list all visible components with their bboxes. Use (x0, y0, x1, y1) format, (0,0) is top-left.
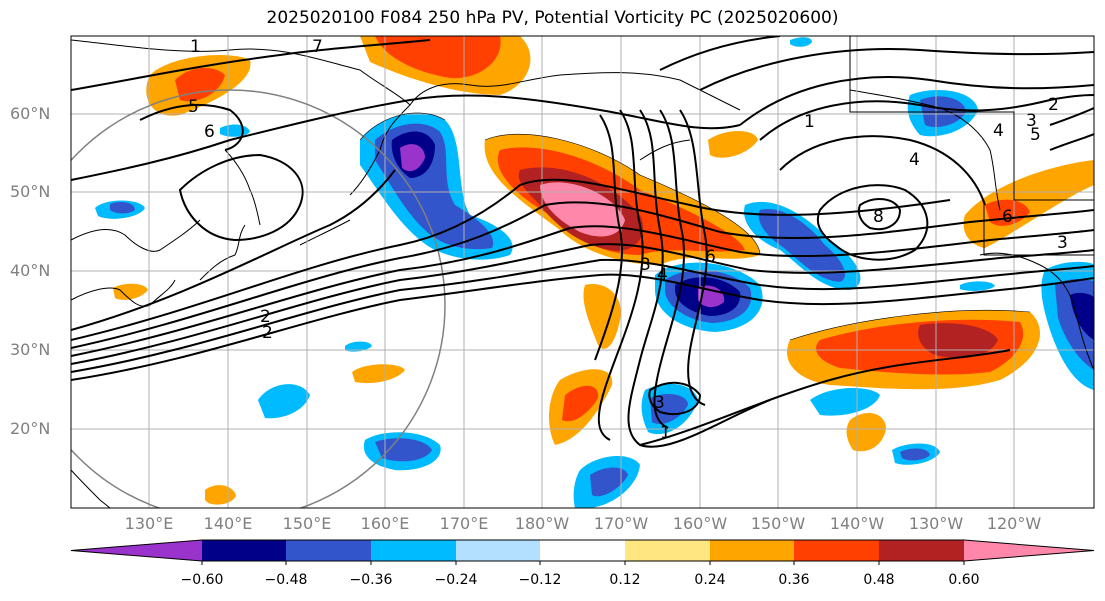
lon-label: 150°E (282, 514, 332, 533)
contour-labels: 1 7 5 6 2 2 3 4 6 1 2 3 4 5 8 6 3 4 3 1 (188, 37, 1068, 443)
positive-anomaly-region (375, 36, 501, 79)
negative-anomaly-region (650, 394, 688, 425)
lon-label: 170°W (593, 514, 649, 533)
contour-label: 7 (312, 37, 323, 57)
colorbar-tick-label: −0.60 (180, 572, 224, 588)
negative-anomaly-region (810, 388, 880, 416)
positive-anomaly-region (352, 364, 405, 384)
contour-label: 3 (654, 393, 665, 413)
contour-label: 4 (993, 121, 1004, 141)
negative-anomaly-region (110, 202, 135, 214)
lon-label: 150°W (750, 514, 806, 533)
colorbar-cell (710, 540, 794, 561)
contour-label: 1 (660, 423, 671, 443)
lon-label: 120°W (986, 514, 1042, 533)
lat-label: 60°N (10, 104, 51, 123)
positive-anomaly-region (175, 68, 225, 102)
contour-label: 8 (873, 207, 884, 227)
colorbar-tick-label: 0.12 (609, 572, 641, 588)
positive-anomaly-region (963, 160, 1094, 248)
lon-label: 160°W (672, 514, 728, 533)
map-title-text: 2025020100 F084 250 hPa PV, Potential Vo… (266, 8, 839, 28)
contour-label: 2 (262, 323, 273, 343)
region-boxes (849, 36, 1094, 256)
colorbar-cell (964, 540, 1094, 561)
negative-anomaly-region (1070, 292, 1094, 340)
colorbar-cell (625, 540, 710, 561)
negative-anomaly-region (258, 384, 310, 419)
positive-anomaly-region (918, 323, 998, 359)
colorbar-cell (456, 540, 540, 561)
lon-label: 130°E (124, 514, 174, 533)
contour-label: 3 (640, 255, 651, 275)
colorbar-tick-label: 0.24 (694, 572, 726, 588)
colorbar-cell (794, 540, 879, 561)
anomaly-edges (359, 112, 1031, 341)
positive-anomaly-region (583, 284, 621, 349)
lon-label: 180°W (514, 514, 570, 533)
contour-label: 1 (190, 37, 201, 57)
colorbar-cell (879, 540, 964, 561)
contour-label: 2 (1048, 95, 1059, 115)
negative-anomaly-region (790, 37, 812, 47)
lat-label: 30°N (10, 340, 51, 359)
colorbar-cell (371, 540, 456, 561)
contour-label: 5 (1030, 125, 1041, 145)
lon-label: 170°E (439, 514, 489, 533)
contour-label: 5 (188, 97, 199, 117)
positive-anomaly-region (846, 413, 886, 452)
colorbar-tick-label: −0.36 (349, 572, 393, 588)
positive-anomaly-region (113, 283, 148, 300)
negative-anomaly-region (400, 144, 425, 172)
lat-label: 20°N (10, 419, 51, 438)
negative-anomaly-region (345, 341, 372, 352)
negative-anomaly-region (758, 209, 845, 282)
negative-anomaly-region (375, 438, 432, 462)
contour-label: 1 (804, 112, 815, 132)
range-circle (71, 89, 446, 508)
negative-anomaly-region (960, 281, 995, 291)
colorbar-tick-label: 0.60 (948, 572, 980, 588)
negative-anomaly-region (900, 448, 930, 461)
lon-label: 140°W (829, 514, 885, 533)
lon-label: 160°E (360, 514, 410, 533)
colorbar-cell (286, 540, 371, 561)
pv-contours (71, 36, 1094, 448)
negative-anomaly-region (590, 467, 628, 497)
lat-label: 40°N (10, 261, 51, 280)
lon-label: 130°W (908, 514, 964, 533)
contour-label: 3 (1057, 233, 1068, 253)
colorbar-tick-label: −0.24 (434, 572, 478, 588)
contour-label: 6 (1002, 207, 1013, 227)
colorbar-cell (202, 540, 286, 561)
contour-label: 6 (705, 247, 716, 267)
contour-label: 6 (204, 122, 215, 142)
colorbar-cell (540, 540, 625, 561)
contour-label: 2 (260, 307, 271, 327)
positive-anomaly-region (562, 385, 599, 422)
colorbar-tick-label: 0.48 (863, 572, 895, 588)
contour-label: 4 (909, 150, 920, 170)
contour-label: 3 (1026, 111, 1037, 131)
positive-anomaly-region (540, 182, 625, 237)
colorbar-tick-label: 0.36 (778, 572, 810, 588)
coastlines (71, 39, 1094, 508)
positive-anomaly-region (708, 131, 758, 158)
lon-label: 140°E (203, 514, 253, 533)
lat-label: 50°N (10, 182, 51, 201)
colorbar-cell (71, 540, 202, 561)
colorbar-tick-label: −0.48 (264, 572, 308, 588)
contour-label: 4 (657, 265, 668, 285)
colorbar-tick-label: −0.12 (518, 572, 562, 588)
